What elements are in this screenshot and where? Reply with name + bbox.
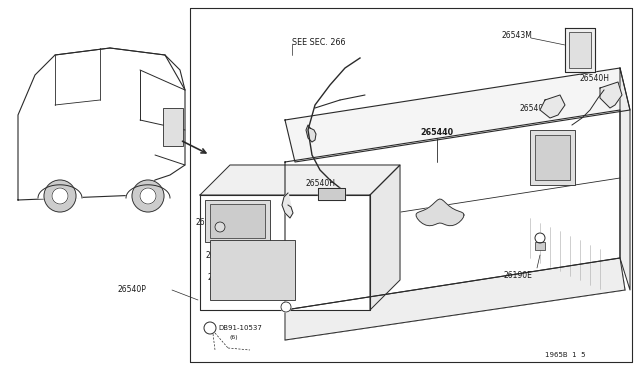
Polygon shape <box>126 185 170 198</box>
Text: 26540J: 26540J <box>520 103 547 112</box>
Polygon shape <box>282 193 293 218</box>
Polygon shape <box>285 110 620 310</box>
Polygon shape <box>370 165 400 310</box>
Text: 26543M: 26543M <box>502 31 533 39</box>
Text: N: N <box>205 326 211 330</box>
Polygon shape <box>38 185 82 198</box>
Polygon shape <box>620 68 630 290</box>
Circle shape <box>204 322 216 334</box>
Polygon shape <box>18 48 185 200</box>
Bar <box>535 242 545 250</box>
Polygon shape <box>540 95 565 118</box>
Polygon shape <box>200 165 400 195</box>
Text: 26540J: 26540J <box>208 273 234 282</box>
Text: 26540H: 26540H <box>305 179 335 187</box>
Circle shape <box>52 188 68 204</box>
Text: (6): (6) <box>230 334 239 340</box>
Circle shape <box>44 180 76 212</box>
Circle shape <box>535 233 545 243</box>
Text: 26190E: 26190E <box>503 270 532 279</box>
Bar <box>163 108 183 146</box>
Text: 26543M: 26543M <box>205 250 236 260</box>
Circle shape <box>215 222 225 232</box>
Text: 265440: 265440 <box>420 128 453 137</box>
Polygon shape <box>285 258 625 340</box>
Text: 26540H: 26540H <box>580 74 610 83</box>
Text: DB91-10537: DB91-10537 <box>218 325 262 331</box>
Polygon shape <box>318 188 345 200</box>
Polygon shape <box>600 82 622 108</box>
Bar <box>530 130 575 185</box>
Polygon shape <box>200 195 370 310</box>
Polygon shape <box>416 199 464 226</box>
Polygon shape <box>285 68 630 162</box>
Bar <box>210 204 265 238</box>
Bar <box>205 200 270 242</box>
Circle shape <box>281 302 291 312</box>
Text: 1965B  1  5: 1965B 1 5 <box>545 352 586 358</box>
Polygon shape <box>306 125 316 142</box>
Polygon shape <box>565 28 595 72</box>
Text: SEE SEC. 266: SEE SEC. 266 <box>292 38 346 46</box>
Bar <box>535 135 570 180</box>
Circle shape <box>132 180 164 212</box>
Bar <box>569 32 591 68</box>
Text: 26540P: 26540P <box>118 285 147 295</box>
Text: 26557G: 26557G <box>195 218 225 227</box>
Bar <box>210 240 295 300</box>
Circle shape <box>140 188 156 204</box>
